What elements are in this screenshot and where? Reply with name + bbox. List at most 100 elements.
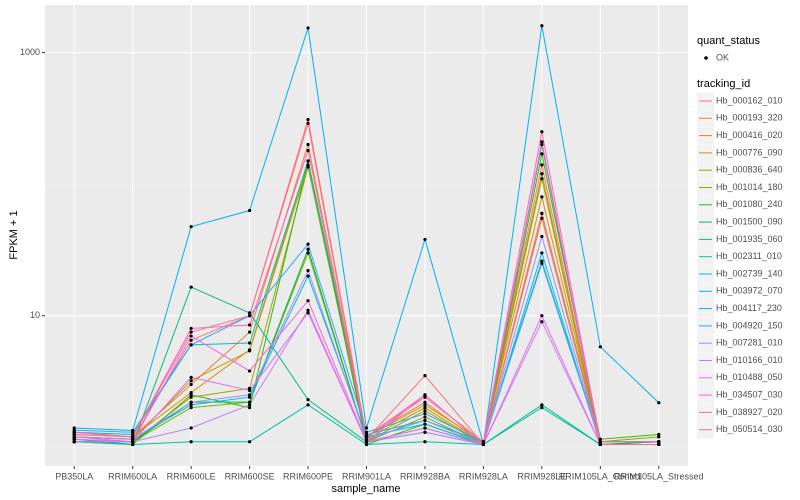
data-point bbox=[189, 379, 193, 383]
data-point bbox=[540, 172, 544, 176]
data-point bbox=[189, 426, 193, 430]
data-point bbox=[247, 208, 252, 213]
data-point bbox=[423, 415, 427, 419]
data-point bbox=[306, 403, 310, 407]
data-point bbox=[540, 261, 544, 265]
data-point bbox=[189, 391, 193, 395]
legend-label: Hb_001080_240 bbox=[716, 199, 783, 209]
data-point bbox=[247, 440, 252, 444]
legend-label: Hb_002739_140 bbox=[716, 268, 783, 278]
legend-title: tracking_id bbox=[697, 78, 750, 90]
data-point bbox=[540, 320, 544, 324]
data-point bbox=[306, 251, 310, 255]
data-point bbox=[72, 435, 76, 439]
data-point bbox=[306, 159, 310, 163]
data-point bbox=[423, 426, 427, 430]
data-point bbox=[306, 148, 310, 153]
x-tick-label: RRIM928LE bbox=[517, 471, 566, 481]
data-point bbox=[540, 142, 544, 147]
data-point bbox=[189, 403, 193, 407]
data-point bbox=[423, 412, 427, 416]
legend-label: Hb_001500_090 bbox=[716, 216, 783, 226]
data-point bbox=[540, 211, 544, 215]
legend-label: Hb_000836_640 bbox=[716, 165, 783, 175]
data-point bbox=[247, 311, 252, 315]
data-point bbox=[131, 440, 135, 444]
data-point bbox=[72, 440, 76, 444]
legend-label: Hb_007281_010 bbox=[716, 338, 783, 348]
data-point bbox=[540, 130, 544, 134]
data-point bbox=[131, 437, 135, 441]
data-point bbox=[423, 418, 427, 422]
data-point bbox=[247, 330, 252, 334]
data-point bbox=[189, 343, 193, 347]
data-point bbox=[189, 285, 193, 289]
legend-label: Hb_038927_020 bbox=[716, 407, 783, 417]
data-point bbox=[306, 117, 310, 122]
data-point bbox=[364, 432, 369, 437]
data-point bbox=[247, 403, 252, 407]
data-point bbox=[189, 406, 193, 410]
data-point bbox=[540, 406, 544, 410]
legend-label: Hb_004920_150 bbox=[716, 320, 783, 330]
y-tick-label: 10 bbox=[30, 310, 40, 320]
data-point bbox=[598, 345, 602, 349]
data-point bbox=[540, 234, 544, 239]
data-point bbox=[423, 393, 427, 397]
legend-label: Hb_003972_070 bbox=[716, 286, 783, 296]
data-point bbox=[247, 395, 252, 399]
data-point bbox=[423, 440, 427, 444]
data-point bbox=[657, 442, 661, 447]
data-point bbox=[540, 259, 544, 263]
legend-label: Hb_050514_030 bbox=[716, 424, 783, 434]
data-point bbox=[481, 442, 486, 447]
x-tick-label: RRIM105LA_Stressed bbox=[614, 471, 704, 481]
data-point bbox=[423, 395, 427, 399]
data-point bbox=[306, 121, 310, 125]
legend-label: Hb_010166_010 bbox=[716, 355, 783, 365]
x-tick-label: RRIM600LA bbox=[108, 471, 157, 481]
data-point bbox=[131, 442, 135, 447]
data-point bbox=[189, 400, 193, 404]
data-point bbox=[247, 388, 252, 393]
data-point bbox=[72, 432, 76, 437]
data-point bbox=[364, 442, 369, 447]
data-point bbox=[306, 142, 310, 147]
data-point bbox=[72, 430, 76, 434]
data-point bbox=[306, 299, 310, 303]
data-point bbox=[247, 369, 252, 373]
legend-label: Hb_000776_090 bbox=[716, 147, 783, 157]
data-point bbox=[540, 163, 544, 167]
data-point bbox=[481, 440, 486, 444]
legend-label: Hb_001935_060 bbox=[716, 234, 783, 244]
data-point bbox=[306, 247, 310, 251]
data-point bbox=[423, 422, 427, 426]
data-point bbox=[189, 338, 193, 342]
data-point bbox=[423, 237, 427, 242]
x-tick-label: RRIM105LA_Control bbox=[559, 471, 642, 481]
data-point bbox=[189, 326, 193, 331]
data-point bbox=[247, 314, 252, 318]
y-axis-title: FPKM + 1 bbox=[8, 210, 20, 259]
data-point bbox=[364, 426, 369, 430]
data-point bbox=[306, 398, 310, 402]
data-point bbox=[189, 334, 193, 338]
data-point bbox=[540, 195, 544, 199]
data-point bbox=[189, 395, 193, 399]
data-point bbox=[247, 323, 252, 327]
data-point bbox=[423, 403, 427, 407]
legend-label: Hb_004117_230 bbox=[716, 303, 782, 313]
data-point bbox=[540, 314, 544, 318]
x-tick-label: RRIM928LA bbox=[459, 471, 508, 481]
data-point bbox=[540, 403, 544, 407]
legend-label: Hb_010488_050 bbox=[716, 372, 783, 382]
data-point bbox=[306, 26, 310, 30]
legend-label: Hb_000193_320 bbox=[716, 113, 783, 123]
x-tick-label: PB350LA bbox=[55, 471, 93, 481]
data-point bbox=[306, 274, 310, 278]
data-point bbox=[364, 435, 369, 439]
data-point bbox=[306, 242, 310, 246]
data-point bbox=[364, 440, 369, 444]
